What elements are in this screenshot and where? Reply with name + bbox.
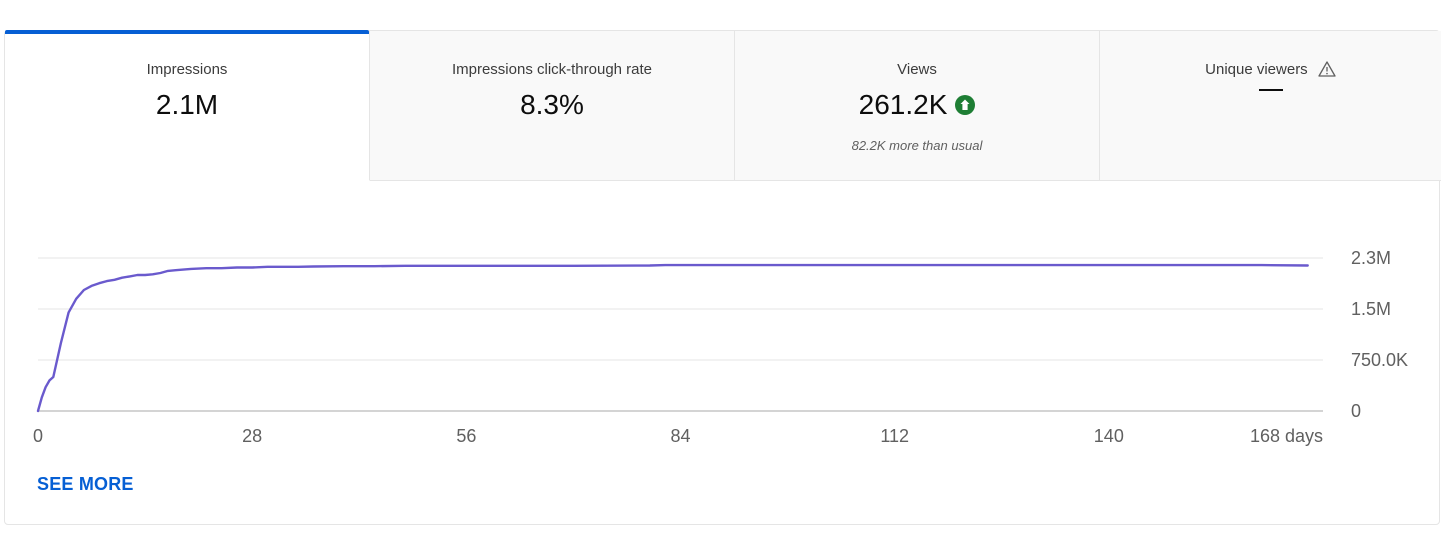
- y-tick-label: 2.3M: [1351, 248, 1391, 268]
- tab-label: Views: [897, 61, 937, 78]
- x-tick-label: 28: [242, 426, 262, 446]
- tab-impressions-ctr[interactable]: Impressions click-through rate 8.3%: [370, 31, 735, 181]
- impressions-value: 2.1M: [155, 89, 219, 120]
- arrow-up-circle-icon: [955, 95, 976, 115]
- see-more-link[interactable]: SEE MORE: [37, 474, 134, 494]
- x-tick-label: 140: [1094, 426, 1124, 446]
- x-tick-label: 112: [880, 426, 909, 446]
- impressions-series-line: [36, 263, 1309, 413]
- tab-unique-viewers[interactable]: Unique viewers: [1100, 31, 1441, 181]
- impressions-line-chart: 0 750.0K 1.5M 2.3M 0 28 56 84 112 140 168 days: [33, 248, 1408, 446]
- y-tick-label: 0: [1351, 401, 1361, 421]
- metric-tabs: Impressions 2.1M Impressions click-throu…: [5, 30, 1441, 181]
- analytics-card: Impressions 2.1M Impressions click-throu…: [4, 30, 1441, 525]
- x-tick-label: 0: [33, 426, 43, 446]
- ctr-value: 8.3%: [520, 89, 584, 120]
- views-comparison: 82.2K more than usual: [851, 138, 983, 153]
- y-tick-label: 750.0K: [1351, 350, 1408, 370]
- tab-value: [1100, 89, 1441, 91]
- tab-value: 8.3%: [370, 89, 734, 121]
- tab-views[interactable]: Views 261.2K 82.2K more than usual: [735, 31, 1100, 181]
- unique-viewers-empty-dash: [1258, 89, 1283, 91]
- warning-triangle-icon[interactable]: [1318, 60, 1336, 77]
- views-value: 261.2K: [858, 89, 948, 120]
- x-tick-label: 84: [670, 426, 690, 446]
- x-tick-label: 168 days: [1250, 426, 1323, 446]
- y-tick-label: 1.5M: [1351, 299, 1391, 319]
- tab-label: Unique viewers: [1100, 60, 1441, 78]
- x-tick-label: 56: [456, 426, 476, 446]
- unique-viewers-label: Unique viewers: [1205, 61, 1308, 78]
- tab-value: 261.2K: [735, 89, 1099, 121]
- tab-impressions[interactable]: Impressions 2.1M: [5, 30, 370, 181]
- tab-label: Impressions click-through rate: [451, 61, 653, 78]
- tab-label: Impressions: [146, 61, 228, 78]
- tab-value: 2.1M: [5, 89, 369, 121]
